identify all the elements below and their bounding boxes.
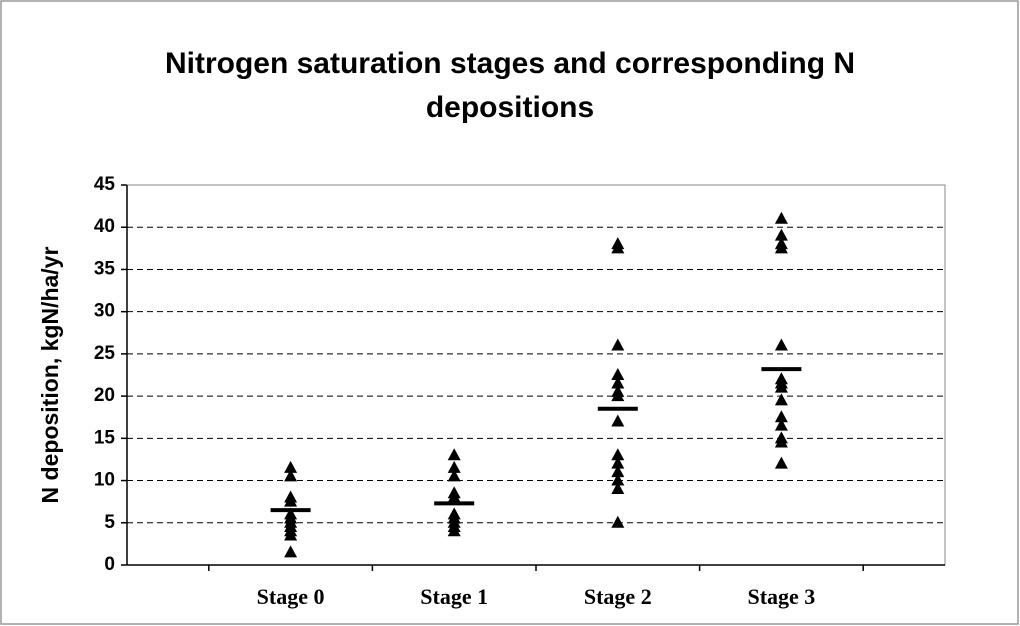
plot-area (126, 184, 946, 566)
point (284, 460, 298, 473)
point (447, 524, 461, 537)
y-tick-label: 25 (94, 343, 116, 364)
point (611, 448, 625, 461)
point (284, 545, 298, 558)
point (447, 460, 461, 473)
y-tick-label: 10 (94, 470, 115, 491)
point (611, 389, 625, 402)
point (284, 469, 298, 482)
point (611, 338, 625, 351)
point (611, 482, 625, 494)
y-tick-label: 15 (94, 427, 116, 448)
y-tick-label: 20 (94, 385, 115, 406)
point (774, 338, 788, 351)
point (774, 241, 788, 254)
y-tick-label: 35 (94, 258, 116, 279)
point (447, 448, 461, 461)
point (611, 515, 625, 528)
y-tick-label: 45 (94, 174, 116, 195)
point (774, 228, 788, 241)
point (611, 241, 625, 254)
chart-title: Nitrogen saturation stages and correspon… (164, 47, 856, 124)
point (447, 490, 461, 503)
x-tick-label: Stage 3 (747, 584, 815, 609)
y-tick-label: 5 (104, 512, 115, 533)
point (774, 380, 788, 393)
point (774, 456, 788, 469)
point (611, 465, 625, 478)
y-tick-label: 30 (94, 301, 115, 322)
point (284, 528, 298, 541)
x-tick-label: Stage 1 (420, 584, 488, 609)
point (774, 211, 788, 224)
y-tick-label: 40 (94, 216, 115, 237)
y-tick-label: 0 (104, 554, 115, 575)
point (774, 393, 788, 406)
point (611, 414, 625, 427)
point (447, 469, 461, 482)
point (611, 456, 625, 469)
point (774, 410, 788, 423)
point (774, 435, 788, 448)
y-axis-label: N deposition, kgN/ha/yr (37, 247, 63, 504)
x-tick-label: Stage 0 (257, 584, 325, 609)
point (774, 418, 788, 431)
point (611, 473, 625, 486)
point (284, 494, 298, 507)
point (611, 376, 625, 389)
point (611, 368, 625, 380)
x-tick-label: Stage 2 (584, 584, 652, 609)
